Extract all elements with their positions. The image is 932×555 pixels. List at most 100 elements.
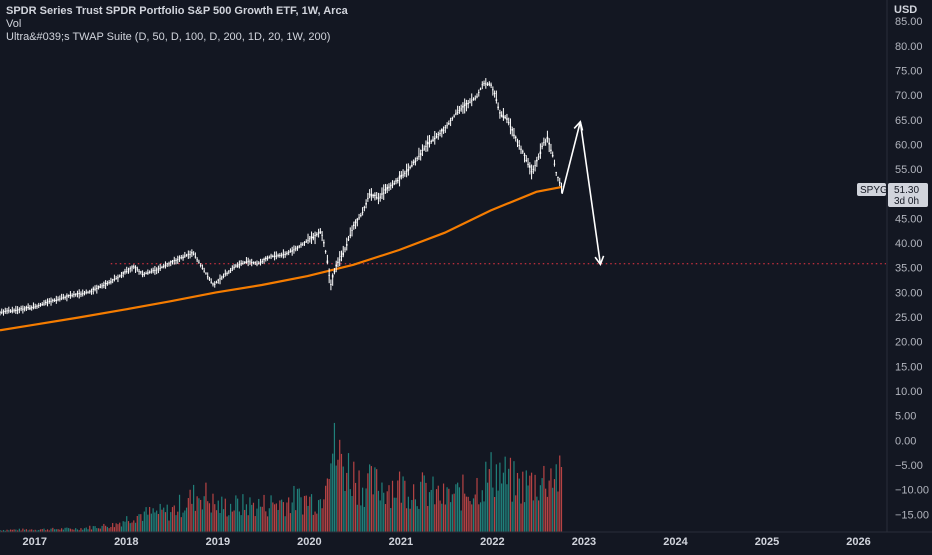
price-axis[interactable]: 85.0080.0075.0070.0065.0060.0055.0050.00…	[895, 16, 929, 521]
volume-bar	[127, 521, 130, 532]
y-tick-label: 0.00	[895, 435, 916, 447]
price-candle-body	[363, 207, 366, 208]
price-candle-body	[460, 108, 462, 110]
price-candle-body	[90, 290, 93, 292]
volume-bar	[536, 496, 538, 532]
price-candle-body	[27, 306, 29, 308]
time-axis[interactable]: 2017 2018 2019 2020 2021 2022 2023 2024 2025 2026	[23, 536, 871, 548]
volume-bar	[31, 529, 33, 532]
price-candle-body	[323, 242, 325, 244]
price-candle-body	[257, 262, 260, 264]
volume-bar	[538, 500, 540, 532]
price-candle-body	[384, 189, 387, 191]
legend-indicator[interactable]: Ultra&#039;s TWAP Suite (D, 50, D, 100, …	[6, 31, 331, 43]
volume-bar	[370, 466, 372, 532]
price-candle-body	[525, 159, 528, 161]
volume-bar	[328, 478, 330, 532]
price-candle-body	[530, 171, 533, 173]
price-candle-body	[391, 184, 394, 186]
price-candle-body	[198, 261, 200, 263]
volume-bar	[302, 514, 304, 532]
volume-bar	[478, 504, 480, 532]
price-candle-body	[141, 273, 144, 276]
legend-title[interactable]: SPDR Series Trust SPDR Portfolio S&P 500…	[6, 5, 348, 17]
price-candle-body	[529, 165, 531, 168]
price-candle-body	[488, 83, 491, 85]
volume-bar	[17, 530, 19, 532]
volume-bar	[166, 504, 168, 532]
volume-bar	[354, 482, 357, 532]
price-candle-body	[53, 300, 56, 302]
volume-bar	[46, 529, 49, 532]
volume-bar	[349, 489, 351, 532]
projection-arrow-path[interactable]	[561, 121, 602, 265]
volume-bar	[525, 470, 527, 532]
price-candle-body	[161, 266, 163, 268]
legend-volume[interactable]: Vol	[6, 18, 22, 30]
price-candle-body	[199, 264, 202, 266]
price-candle-body	[367, 197, 369, 199]
volume-bar	[460, 510, 462, 532]
price-candle-body	[111, 279, 114, 281]
volume-bar	[266, 516, 269, 532]
price-candle-body	[36, 305, 38, 307]
price-candle-body	[349, 234, 352, 236]
volume-bar	[520, 503, 522, 532]
symbol-badge-label: SPYG	[860, 185, 888, 196]
price-candle-body	[455, 113, 457, 115]
price-candle-body	[52, 299, 54, 301]
price-candle-body	[64, 297, 66, 298]
volume-bar	[252, 502, 255, 532]
volume-bar	[314, 511, 316, 532]
volume-bar	[550, 468, 552, 532]
price-candle-body	[495, 99, 498, 101]
price-candle-body	[541, 145, 543, 147]
y-tick-label: 60.00	[895, 139, 923, 151]
volume-bar	[78, 530, 80, 532]
projection-arrow-layer[interactable]	[561, 120, 605, 266]
volume-bar	[194, 510, 196, 532]
price-candle-body	[430, 141, 433, 142]
price-candle-body	[523, 154, 526, 157]
twap-line[interactable]	[0, 185, 563, 332]
volume-bar	[203, 496, 205, 532]
price-candle-body	[155, 269, 158, 271]
price-candle-body	[43, 303, 45, 305]
price-candle-body	[37, 305, 40, 307]
volume-bar	[548, 480, 550, 532]
price-candle-body	[416, 157, 418, 159]
volume-bar	[409, 508, 411, 532]
price-candle-body	[520, 148, 522, 150]
price-candle-body	[550, 149, 552, 151]
price-candle-body	[395, 180, 397, 182]
price-candle-body	[252, 262, 255, 264]
price-candle-body	[194, 256, 197, 258]
price-candle-body	[303, 241, 306, 243]
chart-legend[interactable]: SPDR Series Trust SPDR Portfolio S&P 500…	[6, 5, 348, 44]
price-candle-body	[317, 232, 320, 234]
price-badge[interactable]: 51.30 3d 0h	[888, 183, 928, 207]
volume-bar	[490, 452, 492, 532]
price-candle-body	[289, 251, 292, 252]
volume-bar	[486, 482, 489, 532]
volume-bar	[112, 523, 114, 532]
volume-bar	[474, 494, 476, 532]
price-candle-body	[279, 255, 281, 256]
volume-bar	[377, 490, 380, 532]
symbol-badge[interactable]: SPYG	[857, 183, 888, 196]
price-candle-body	[308, 238, 311, 240]
price-candle-body	[423, 148, 426, 150]
volume-bar	[164, 512, 167, 532]
price-candle-body	[152, 270, 154, 272]
price-candle-body	[48, 300, 51, 302]
price-candle-body	[474, 97, 477, 99]
volume-bar	[38, 530, 40, 532]
price-candle-body	[340, 256, 343, 257]
price-candle-body	[206, 276, 209, 278]
price-candle-body	[103, 285, 105, 286]
price-candle-body	[175, 260, 177, 261]
price-candle-body	[243, 261, 246, 263]
volume-bar	[57, 529, 59, 532]
